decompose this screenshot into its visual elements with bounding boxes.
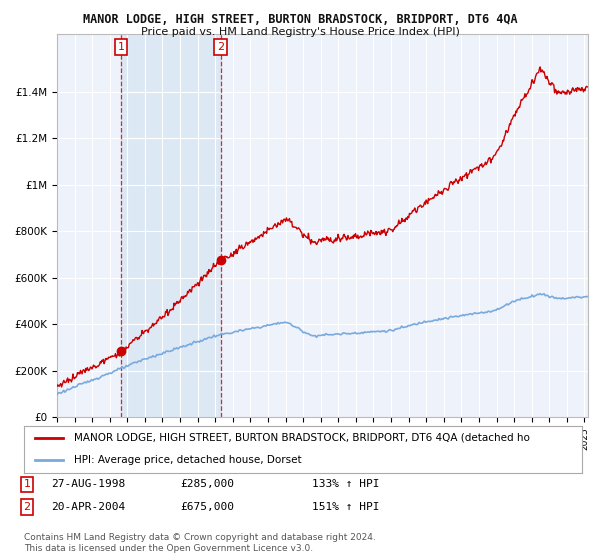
Text: MANOR LODGE, HIGH STREET, BURTON BRADSTOCK, BRIDPORT, DT6 4QA: MANOR LODGE, HIGH STREET, BURTON BRADSTO…: [83, 13, 517, 26]
Text: £675,000: £675,000: [180, 502, 234, 512]
Text: 133% ↑ HPI: 133% ↑ HPI: [312, 479, 380, 489]
Bar: [121, 34, 221, 417]
Text: HPI: Average price, detached house, Dorset: HPI: Average price, detached house, Dors…: [74, 455, 302, 465]
Text: 27-AUG-1998: 27-AUG-1998: [51, 479, 125, 489]
Text: MANOR LODGE, HIGH STREET, BURTON BRADSTOCK, BRIDPORT, DT6 4QA (detached ho: MANOR LODGE, HIGH STREET, BURTON BRADSTO…: [74, 432, 530, 442]
Text: 2: 2: [23, 502, 31, 512]
Text: 1: 1: [118, 42, 125, 52]
Text: 151% ↑ HPI: 151% ↑ HPI: [312, 502, 380, 512]
Text: £285,000: £285,000: [180, 479, 234, 489]
Text: Price paid vs. HM Land Registry's House Price Index (HPI): Price paid vs. HM Land Registry's House …: [140, 27, 460, 37]
Text: 20-APR-2004: 20-APR-2004: [51, 502, 125, 512]
Text: Contains HM Land Registry data © Crown copyright and database right 2024.
This d: Contains HM Land Registry data © Crown c…: [24, 533, 376, 553]
Text: 1: 1: [23, 479, 31, 489]
Text: 2: 2: [217, 42, 224, 52]
